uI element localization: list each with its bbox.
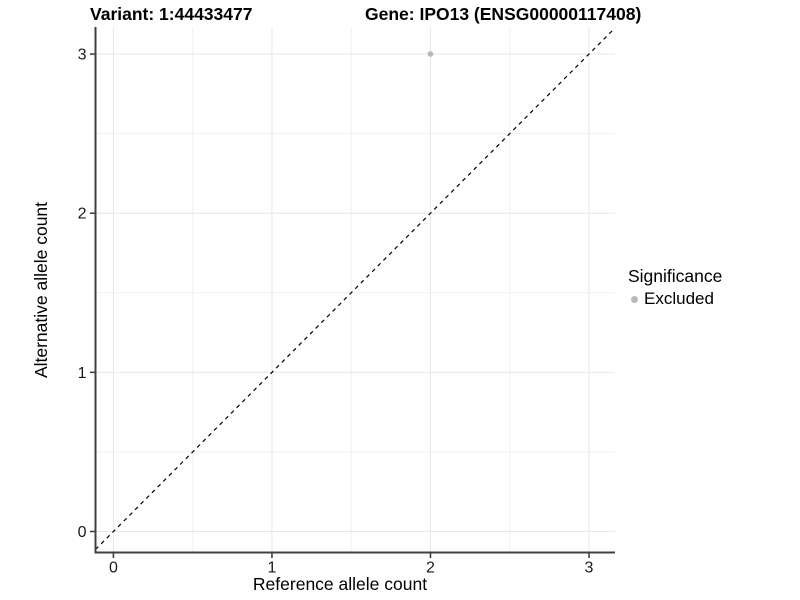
y-tick-label: 0 [78,524,87,541]
legend-entry-label: Excluded [644,289,714,308]
legend: Significance Excluded [628,266,722,309]
variant-title: Variant: 1:44433477 [90,4,253,24]
x-tick-label: 1 [267,560,276,577]
data-point [427,51,434,57]
legend-point-icon [631,296,638,303]
y-tick-label: 2 [78,206,87,223]
y-tick-label: 3 [78,47,87,64]
gene-title: Gene: IPO13 (ENSG00000117408) [365,4,642,24]
x-tick-label: 0 [109,560,118,577]
y-axis-title: Alternative allele count [31,201,51,379]
legend-title: Significance [628,266,723,286]
legend-entry-excluded: Excluded [628,289,722,309]
y-tick-label: 1 [78,365,87,382]
identity-reference-line [95,27,616,550]
x-tick-label: 2 [426,560,435,577]
x-tick-label: 3 [585,560,594,577]
x-axis-title: Reference allele count [252,574,428,594]
